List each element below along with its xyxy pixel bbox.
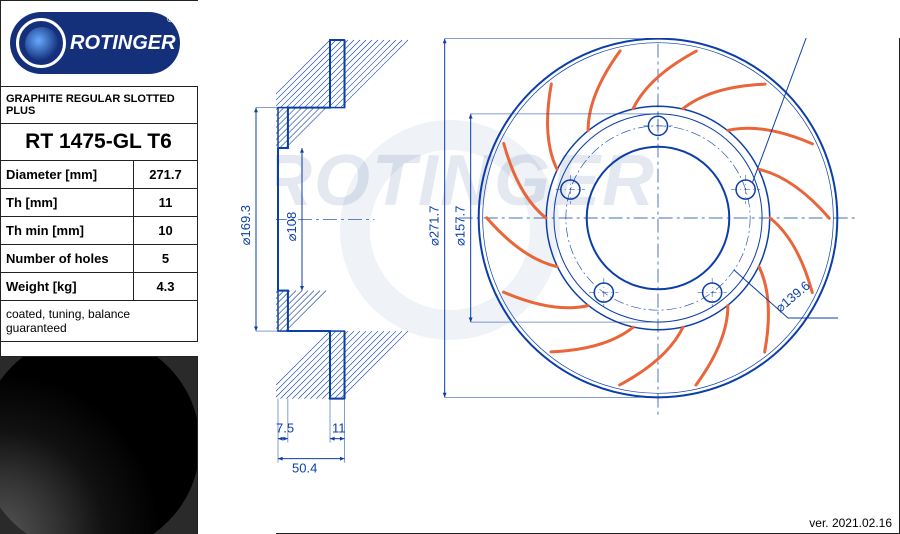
brand-logo: ROTINGER ®: [10, 12, 180, 74]
spec-value: 11: [134, 189, 198, 216]
brand-name: ROTINGER: [70, 32, 176, 55]
svg-text:50.4: 50.4: [292, 461, 317, 476]
spec-value: 5: [134, 245, 198, 272]
svg-text:7.5: 7.5: [276, 421, 294, 436]
spec-value: 10: [134, 217, 198, 244]
part-number: RT 1475-GL T6: [0, 124, 198, 160]
logo-disc-icon: [16, 18, 66, 68]
table-row: Th min [mm] 10: [0, 217, 198, 245]
svg-text:⌀108: ⌀108: [284, 212, 299, 242]
version-label: ver. 2021.02.16: [809, 516, 892, 530]
product-photo: [0, 356, 198, 534]
table-row: Th [mm] 11: [0, 189, 198, 217]
spec-label: Th min [mm]: [0, 217, 134, 244]
product-title: GRAPHITE REGULAR SLOTTED PLUS: [0, 87, 198, 123]
svg-text:⌀157.7: ⌀157.7: [453, 206, 468, 246]
svg-text:⌀169.3: ⌀169.3: [238, 205, 253, 245]
spec-label: Th [mm]: [0, 189, 134, 216]
table-row: Number of holes 5: [0, 245, 198, 273]
table-row: Diameter [mm] 271.7: [0, 161, 198, 189]
spec-table: GRAPHITE REGULAR SLOTTED PLUS RT 1475-GL…: [0, 86, 198, 342]
technical-drawing: 5x⌀14.5⌀139.6⌀157.7⌀271.7⌀169.3⌀1087.511…: [198, 0, 900, 534]
svg-text:⌀139.6: ⌀139.6: [772, 278, 813, 315]
spec-value: 271.7: [134, 161, 198, 188]
svg-text:⌀271.7: ⌀271.7: [427, 206, 442, 246]
spec-label: Diameter [mm]: [0, 161, 134, 188]
spec-label: Weight [kg]: [0, 273, 134, 300]
drawing-svg: 5x⌀14.5⌀139.6⌀157.7⌀271.7⌀169.3⌀1087.511…: [198, 0, 900, 534]
registered-icon: ®: [167, 14, 174, 25]
table-row: Weight [kg] 4.3: [0, 273, 198, 301]
spec-value: 4.3: [134, 273, 198, 300]
svg-text:11: 11: [332, 421, 346, 436]
spec-note: coated, tuning, balance guaranteed: [0, 301, 198, 341]
spec-label: Number of holes: [0, 245, 134, 272]
